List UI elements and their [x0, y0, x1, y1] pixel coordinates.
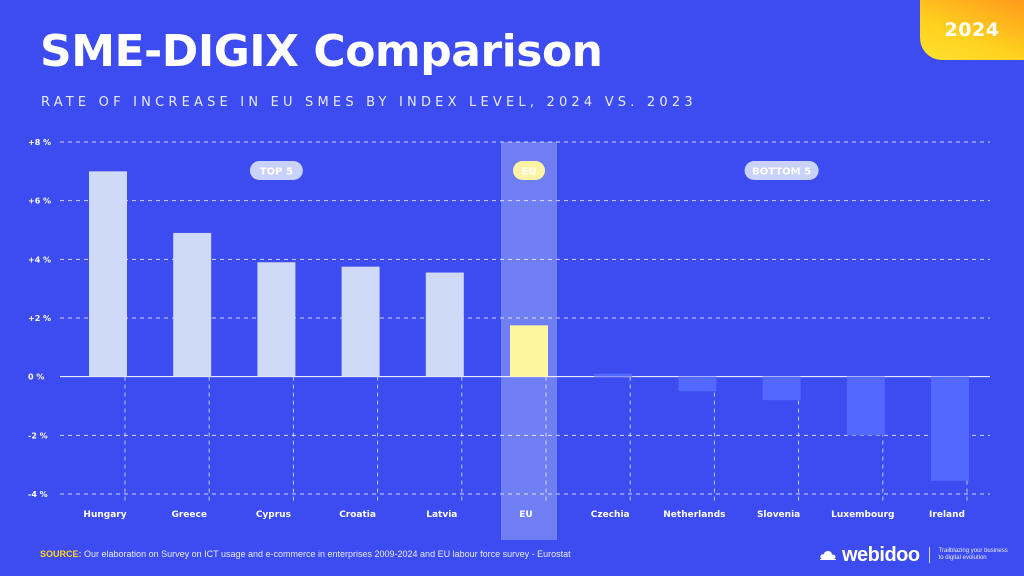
- x-tick-label: EU: [519, 510, 532, 520]
- y-tick-label: +8 %: [28, 138, 51, 147]
- bar-chart: -4 % -2 % 0 % +2 % +4 % +6 % +8 % Hungary Greece…: [28, 138, 990, 540]
- x-tick-label: Cyprus: [256, 510, 291, 520]
- tagline-line-1: Trailblazing your business: [938, 548, 1008, 554]
- page-title: SME-DIGIX Comparison: [40, 26, 603, 77]
- bar-czechia: [594, 373, 633, 377]
- y-tick-label: +2 %: [28, 314, 51, 323]
- x-tick-label: Hungary: [83, 510, 126, 520]
- cloud-logo-icon: [820, 551, 836, 560]
- group-pill: [744, 161, 819, 180]
- bar-eu: [510, 325, 548, 377]
- bar-slovenia: [762, 376, 801, 401]
- group-pill-label: EU: [522, 167, 537, 178]
- year-badge: 2024: [920, 0, 1024, 60]
- x-tick-label: Latvia: [426, 510, 457, 520]
- brand-logo: webidoo Trailblazing your business to di…: [820, 544, 1019, 566]
- x-tick-label: Netherlands: [663, 510, 725, 520]
- bar-ireland: [931, 376, 969, 481]
- group-pill-label: TOP 5: [260, 167, 293, 178]
- source-text: Our elaboration on Survey on ICT usage a…: [84, 549, 571, 559]
- x-tick-label: Luxembourg: [831, 510, 894, 520]
- group-pill: [249, 161, 303, 180]
- x-tick-label: Czechia: [591, 510, 630, 520]
- source-label: SOURCE:: [40, 549, 82, 559]
- source-note: SOURCE: Our elaboration on Survey on ICT…: [40, 549, 571, 559]
- y-tick-label: +6 %: [28, 197, 51, 206]
- y-tick-label: +4 %: [28, 255, 51, 264]
- x-tick-label: Greece: [171, 510, 206, 520]
- bar-croatia: [341, 266, 380, 377]
- bar-cyprus: [257, 262, 296, 377]
- bar-hungary: [89, 171, 127, 377]
- group-pill-label: BOTTOM 5: [752, 167, 811, 178]
- y-tick-label: -2 %: [28, 431, 48, 440]
- x-tick-label: Croatia: [339, 510, 376, 520]
- x-tick-label: Slovenia: [757, 510, 800, 520]
- bar-latvia: [425, 272, 464, 377]
- x-tick-label: Ireland: [929, 510, 965, 520]
- group-pill: [513, 161, 545, 180]
- bar-netherlands: [678, 376, 717, 392]
- brand-divider: [928, 547, 930, 563]
- tagline-line-2: to digital evolution: [938, 555, 987, 561]
- brand-tagline: Trailblazing your business to digital ev…: [939, 548, 1019, 562]
- page-subtitle: RATE OF INCREASE IN EU SMES BY INDEX LEV…: [41, 95, 697, 110]
- bar-luxembourg: [846, 376, 885, 436]
- brand-name: webidoo: [842, 543, 920, 566]
- bar-greece: [173, 232, 212, 377]
- y-tick-label: 0 %: [28, 373, 44, 382]
- y-tick-label: -4 %: [28, 490, 48, 499]
